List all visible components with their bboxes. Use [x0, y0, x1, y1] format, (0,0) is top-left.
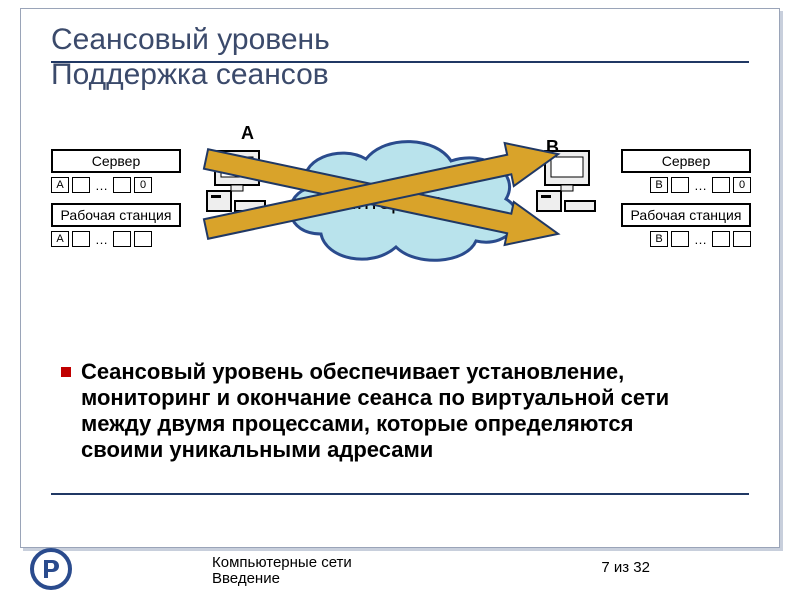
right-server-label: Сервер: [662, 153, 711, 169]
packet-cell: [113, 231, 131, 247]
network-diagram: Сервер А … 0 Рабочая станция А … Сервер …: [51, 129, 751, 329]
host-a-icon: [201, 147, 271, 217]
packet-dots: …: [93, 232, 110, 247]
right-workstation-label: Рабочая станция: [631, 207, 742, 223]
slide-title: Сеансовый уровень Поддержка сеансов: [51, 23, 330, 92]
right-workstation-box: Рабочая станция: [621, 203, 751, 227]
packet-cell: [712, 231, 730, 247]
packet-cell: В: [650, 177, 668, 193]
packet-cell: 0: [733, 177, 751, 193]
bullet-square-icon: [61, 367, 71, 377]
right-server-box: Сервер: [621, 149, 751, 173]
left-server-box: Сервер: [51, 149, 181, 173]
page-number: 7 из 32: [601, 559, 650, 576]
slide-footer: Компьютерные сети Введение 7 из 32: [0, 552, 800, 590]
packet-cell: [134, 231, 152, 247]
left-server-packets: А … 0: [51, 177, 152, 193]
packet-cell: [72, 231, 90, 247]
left-workstation-label: Рабочая станция: [61, 207, 172, 223]
right-workstation-packets: В …: [650, 231, 751, 247]
host-a-label: A: [241, 123, 254, 144]
bullet-text: Сеансовый уровень обеспечивает установле…: [81, 359, 721, 463]
bottom-rule: [51, 493, 749, 495]
right-server-packets: В … 0: [650, 177, 751, 193]
packet-cell: [671, 231, 689, 247]
packet-dots: …: [692, 178, 709, 193]
packet-cell: [733, 231, 751, 247]
left-server-label: Сервер: [92, 153, 141, 169]
footer-line-2: Введение: [212, 570, 280, 587]
top-rule: [51, 61, 749, 63]
packet-cell: [712, 177, 730, 193]
packet-cell: А: [51, 231, 69, 247]
packet-cell: А: [51, 177, 69, 193]
packet-cell: [113, 177, 131, 193]
packet-cell: [72, 177, 90, 193]
logo-icon: [30, 548, 72, 595]
title-line-1: Сеансовый уровень: [51, 23, 330, 56]
slide-frame: Сеансовый уровень Поддержка сеансов Серв…: [20, 8, 780, 548]
footer-text: Компьютерные сети Введение: [212, 555, 352, 588]
left-workstation-box: Рабочая станция: [51, 203, 181, 227]
packet-cell: В: [650, 231, 668, 247]
footer-line-1: Компьютерные сети: [212, 554, 352, 571]
cloud-label: Интерсеть: [341, 189, 447, 215]
left-workstation-packets: А …: [51, 231, 152, 247]
packet-dots: …: [692, 232, 709, 247]
packet-cell: [671, 177, 689, 193]
packet-dots: …: [93, 178, 110, 193]
packet-cell: 0: [134, 177, 152, 193]
host-b-icon: [531, 147, 601, 217]
